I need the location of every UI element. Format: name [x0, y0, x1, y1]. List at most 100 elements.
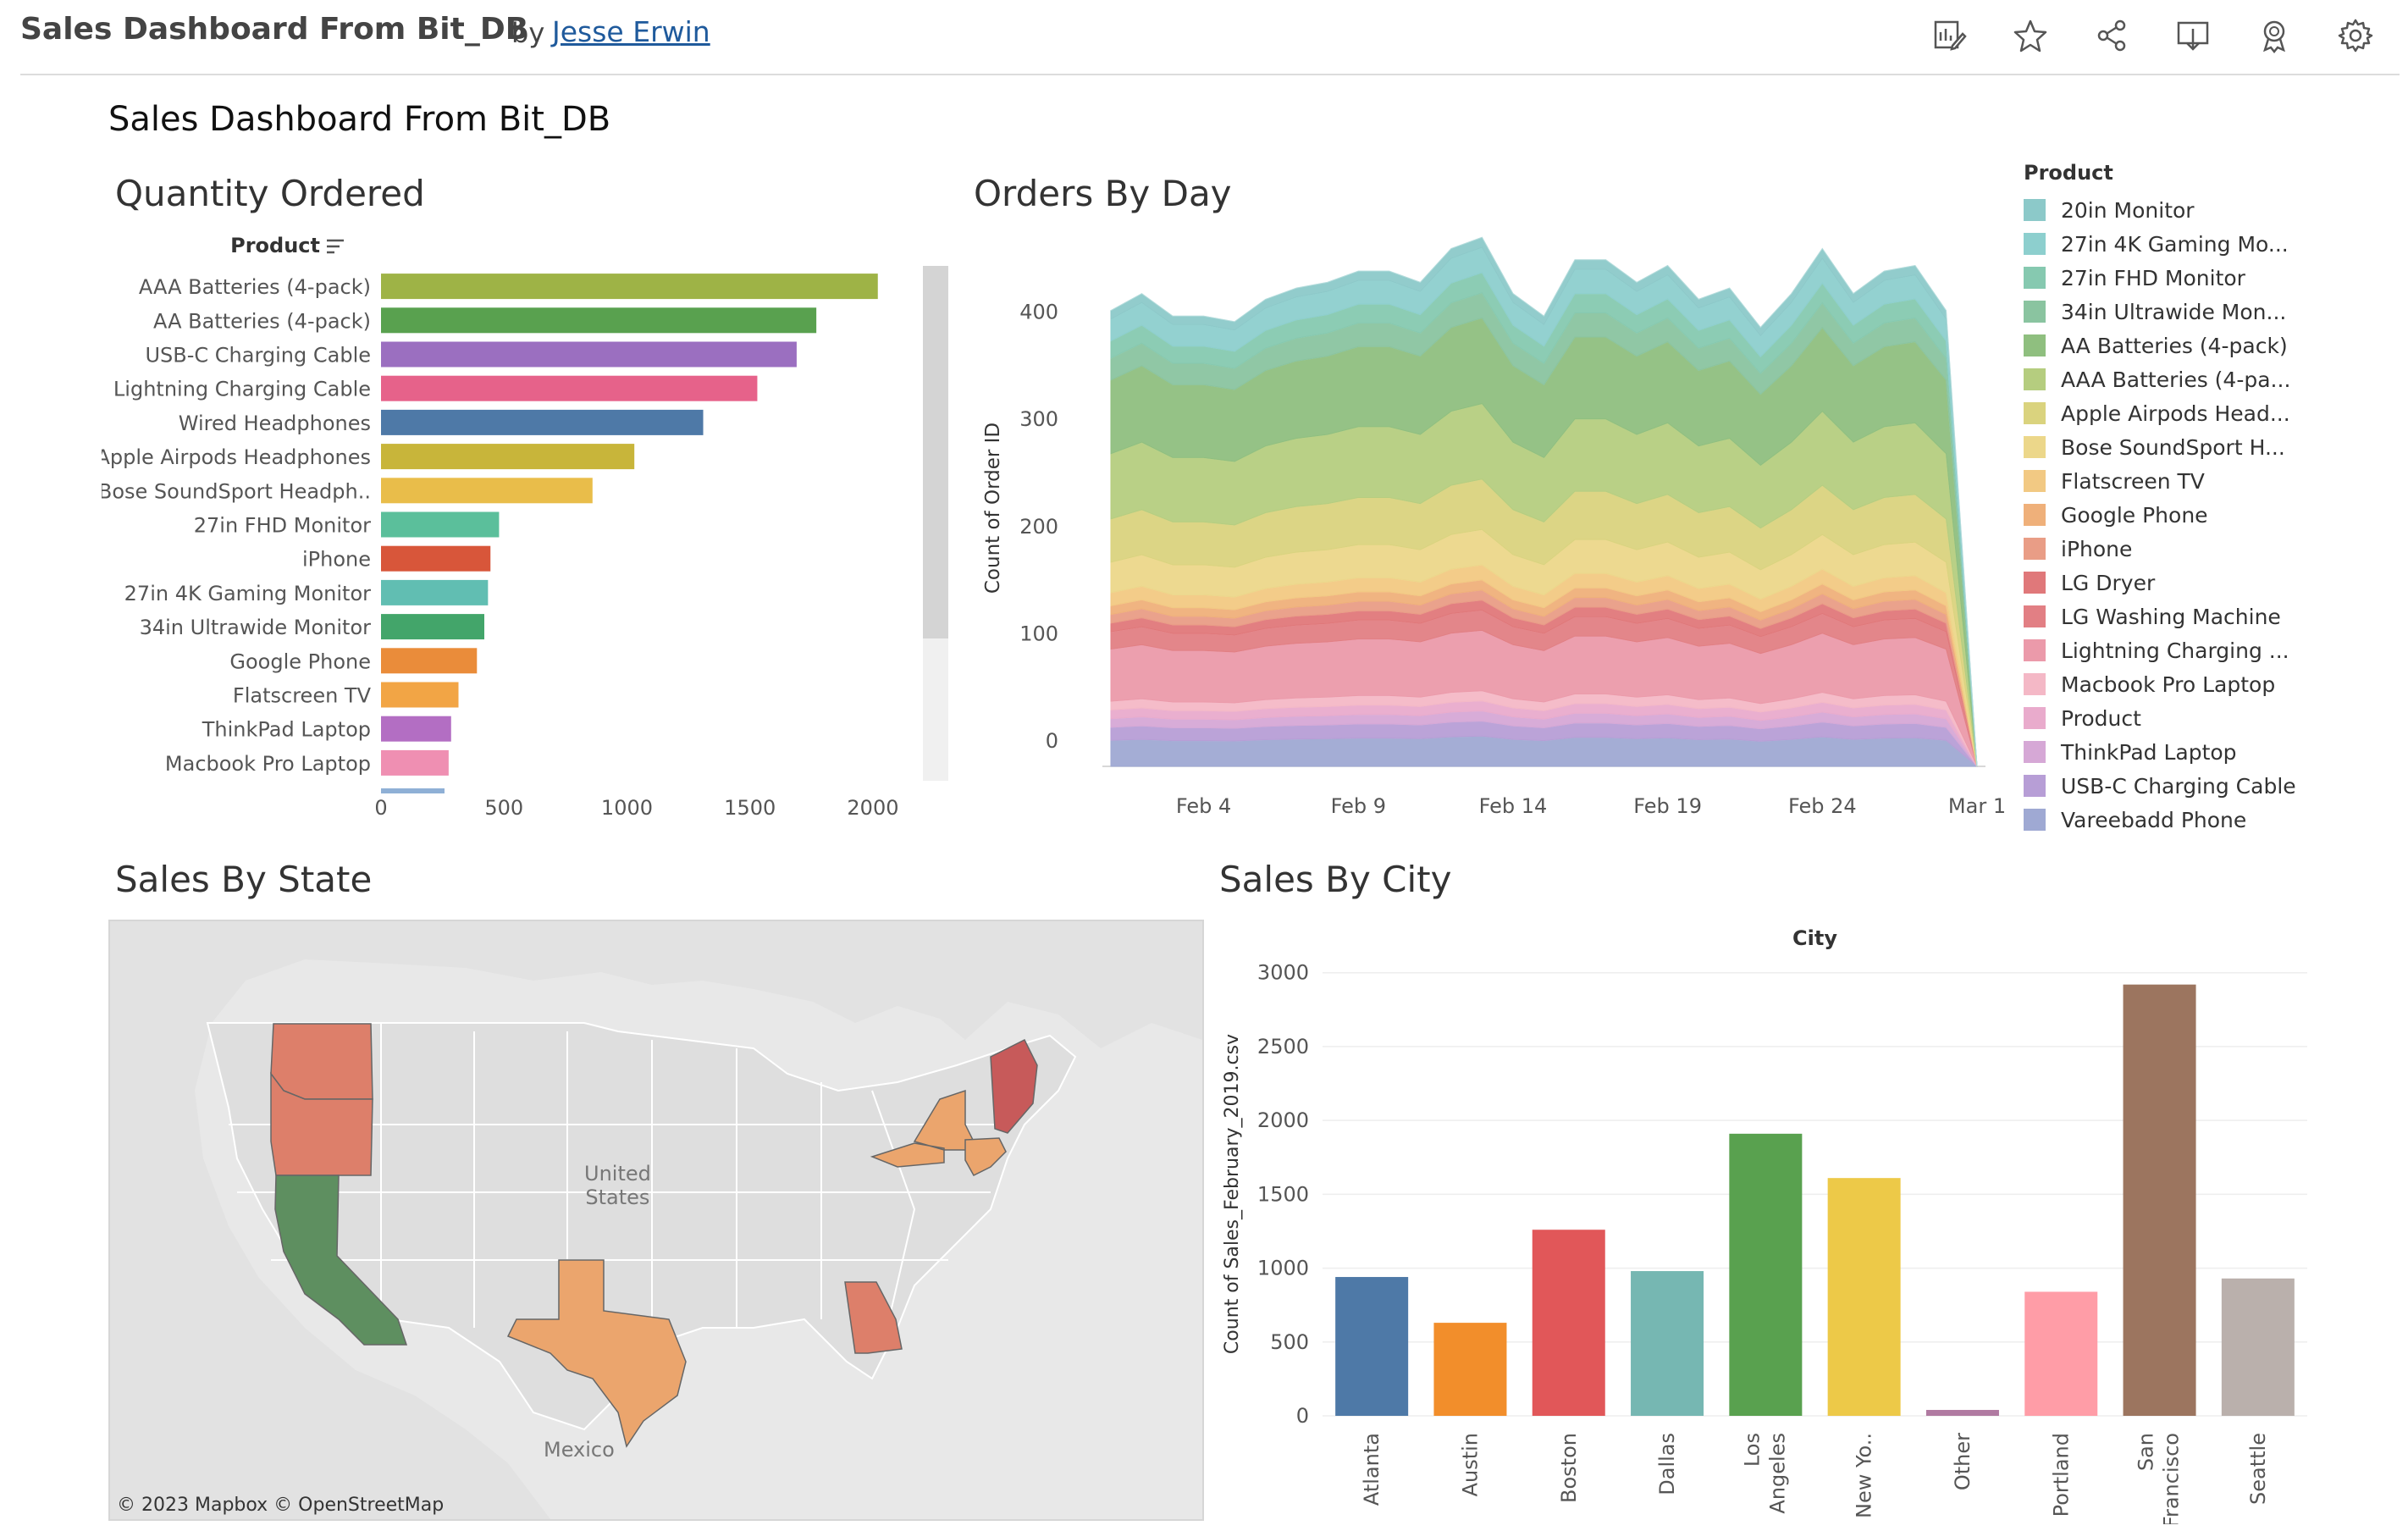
quantity-bar[interactable] [381, 409, 704, 435]
quantity-bar[interactable] [381, 307, 817, 334]
legend-swatch [2024, 334, 2046, 356]
sales-by-state-map[interactable]: United States Mexico © 2023 Mapbox © Ope… [108, 920, 1204, 1521]
x-tick-label: 1500 [724, 796, 776, 820]
y-tick-label: 300 [1019, 407, 1058, 431]
legend-swatch [2024, 368, 2046, 390]
city-bar[interactable] [2123, 984, 2196, 1416]
city-bar[interactable] [2024, 1291, 2098, 1416]
y-tick-label: 2000 [1257, 1108, 1309, 1132]
city-bar[interactable] [2221, 1278, 2295, 1416]
legend-item[interactable]: LG Washing Machine [2024, 600, 2396, 633]
legend-item[interactable]: Vareebadd Phone [2024, 803, 2396, 837]
city-bar[interactable] [1729, 1133, 1803, 1416]
legend-item[interactable]: 27in FHD Monitor [2024, 261, 2396, 295]
area-series[interactable] [1110, 236, 1978, 767]
legend-swatch [2024, 572, 2046, 594]
product-label: Macbook Pro Laptop [165, 752, 371, 776]
quantity-ordered-chart[interactable]: Product AAA Batteries (4-pack) AA Batterie… [102, 229, 965, 830]
city-bar[interactable] [1532, 1230, 1605, 1416]
legend-swatch [2024, 741, 2046, 763]
legend-item[interactable]: AA Batteries (4-pack) [2024, 329, 2396, 362]
gear-icon[interactable] [2337, 17, 2374, 54]
edit-icon[interactable] [1930, 17, 1968, 54]
quantity-ordered-title: Quantity Ordered [115, 173, 425, 214]
state-georgia [844, 1281, 903, 1354]
legend-label: 27in FHD Monitor [2061, 265, 2245, 290]
y-tick-label: 400 [1019, 301, 1058, 324]
map-attribution[interactable]: © 2023 Mapbox © OpenStreetMap [117, 1495, 445, 1516]
legend-item[interactable]: USB-C Charging Cable [2024, 769, 2396, 803]
legend-label: Macbook Pro Laptop [2061, 672, 2276, 697]
legend-title: Product [2024, 161, 2113, 185]
legend-item[interactable]: iPhone [2024, 532, 2396, 566]
city-bar[interactable] [1335, 1277, 1409, 1416]
y-axis-label: Count of Sales_February_2019.csv [1222, 1034, 1243, 1354]
y-tick-label: 3000 [1257, 961, 1309, 985]
quantity-bar[interactable] [381, 716, 451, 742]
orders-by-day-chart[interactable]: Count of Order ID 0 100 200 300 400 Feb 4 Feb 9… [974, 229, 2015, 838]
legend-label: AAA Batteries (4-pa... [2061, 367, 2291, 392]
quantity-bar[interactable] [381, 749, 449, 776]
legend-label: LG Washing Machine [2061, 604, 2281, 629]
state-washington [270, 1023, 373, 1100]
state-texas [506, 1259, 687, 1448]
award-icon[interactable] [2256, 17, 2293, 54]
legend-item[interactable]: 34in Ultrawide Mon... [2024, 295, 2396, 329]
legend-swatch [2024, 233, 2046, 255]
x-tick-label: Feb 14 [1479, 794, 1548, 818]
map-label-mexico: Mexico [544, 1438, 615, 1462]
legend-item[interactable]: Bose SoundSport H... [2024, 430, 2396, 464]
x-tick-label: 0 [374, 796, 387, 820]
legend-item[interactable]: Flatscreen TV [2024, 464, 2396, 498]
legend-item[interactable]: LG Dryer [2024, 566, 2396, 600]
quantity-bar[interactable] [381, 511, 500, 538]
product-label: AAA Batteries (4-pack) [139, 275, 371, 299]
product-label: USB-C Charging Cable [145, 344, 371, 368]
star-icon[interactable] [2012, 17, 2049, 54]
legend-item[interactable]: Macbook Pro Laptop [2024, 667, 2396, 701]
quantity-bar[interactable] [381, 444, 635, 470]
author-link[interactable]: Jesse Erwin [552, 15, 710, 48]
legend-item[interactable]: 27in 4K Gaming Mo... [2024, 227, 2396, 261]
quantity-bar[interactable] [381, 614, 484, 640]
legend-label: Apple Airpods Head... [2061, 401, 2290, 426]
state-massachusetts [964, 1137, 1007, 1176]
legend-swatch [2024, 775, 2046, 797]
legend-item[interactable]: Product [2024, 701, 2396, 735]
legend-item[interactable]: 20in Monitor [2024, 193, 2396, 227]
quantity-bar[interactable] [381, 375, 758, 401]
city-bar[interactable] [1925, 1410, 1999, 1416]
city-bar[interactable] [1827, 1178, 1901, 1416]
legend-item[interactable]: Apple Airpods Head... [2024, 396, 2396, 430]
map-canvas [110, 921, 1202, 1519]
quantity-bar[interactable] [381, 579, 489, 605]
city-bar[interactable] [1631, 1271, 1704, 1416]
city-label: Austin [1458, 1433, 1482, 1496]
x-tick-label: 1000 [601, 796, 653, 820]
city-label: Boston [1557, 1433, 1581, 1503]
legend-label: 20in Monitor [2061, 197, 2195, 223]
quantity-bar[interactable] [381, 274, 878, 300]
sort-icon[interactable] [327, 239, 344, 254]
legend-item[interactable]: Lightning Charging ... [2024, 633, 2396, 667]
download-icon[interactable] [2174, 17, 2212, 54]
legend-item[interactable]: AAA Batteries (4-pa... [2024, 362, 2396, 396]
legend-item[interactable]: Google Phone [2024, 498, 2396, 532]
quantity-bar[interactable] [381, 682, 459, 708]
quantity-bar[interactable] [381, 478, 593, 504]
legend-swatch [2024, 707, 2046, 729]
city-bar[interactable] [1433, 1323, 1507, 1416]
product-label: Apple Airpods Headphones [102, 445, 371, 469]
sales-by-city-chart[interactable]: City Count of Sales_February_2019.csv 0 500… [1219, 915, 2337, 1524]
quantity-bar[interactable] [381, 341, 797, 368]
quantity-bar[interactable] [381, 545, 491, 572]
legend-label: 27in 4K Gaming Mo... [2061, 231, 2289, 257]
scrollbar-thumb[interactable] [923, 266, 948, 638]
y-tick-label: 100 [1019, 622, 1058, 645]
share-icon[interactable] [2093, 17, 2130, 54]
product-label: iPhone [302, 548, 371, 572]
y-tick-label: 0 [1296, 1404, 1309, 1428]
quantity-bar[interactable] [381, 648, 478, 674]
legend-item[interactable]: ThinkPad Laptop [2024, 735, 2396, 769]
legend-swatch [2024, 199, 2046, 221]
